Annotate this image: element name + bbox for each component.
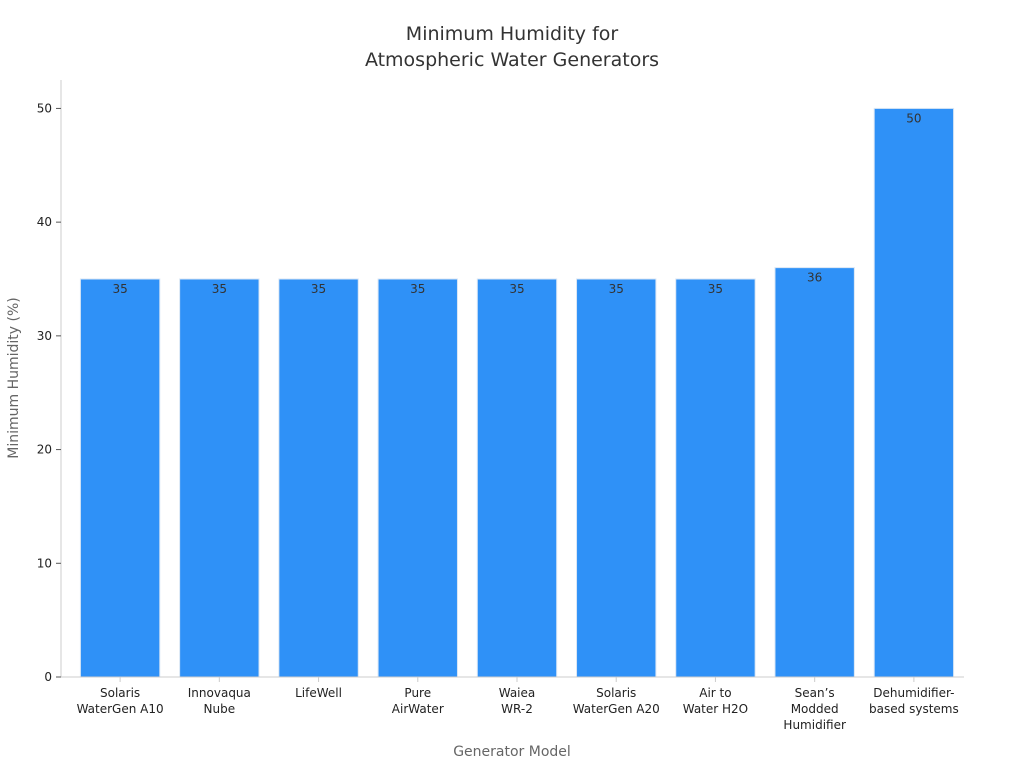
data-label: 35 bbox=[212, 282, 227, 296]
bar bbox=[278, 278, 359, 678]
data-label: 35 bbox=[311, 282, 326, 296]
y-axis-label: Minimum Humidity (%) bbox=[6, 297, 22, 459]
plot-area: 35 Solaris WaterGen A10 35 Innovaqua Nube 35 Li… bbox=[37, 80, 964, 732]
x-tick-label: LifeWell bbox=[295, 686, 342, 700]
bar bbox=[179, 278, 260, 678]
chart-title-line-2: Atmospheric Water Generators bbox=[365, 49, 659, 71]
y-tick-label: 20 bbox=[37, 443, 52, 457]
x-tick-label: Sean’s bbox=[795, 686, 835, 700]
x-tick-label: Waiea bbox=[499, 686, 536, 700]
x-tick-label: Humidifier bbox=[783, 718, 846, 732]
x-tick-label: Modded bbox=[791, 702, 839, 716]
bar bbox=[873, 107, 955, 678]
y-tick-label: 40 bbox=[37, 215, 52, 229]
bar bbox=[377, 278, 458, 678]
data-label: 36 bbox=[807, 271, 822, 285]
x-tick-label: Pure bbox=[404, 686, 431, 700]
x-tick-label: AirWater bbox=[392, 702, 444, 716]
y-tick-label: 10 bbox=[37, 556, 52, 570]
bar bbox=[774, 267, 855, 678]
x-tick-label: Solaris bbox=[596, 686, 636, 700]
x-tick-label: Dehumidifier- bbox=[873, 686, 954, 700]
data-label: 35 bbox=[509, 282, 524, 296]
data-label: 35 bbox=[708, 282, 723, 296]
chart-title-line-1: Minimum Humidity for bbox=[406, 23, 619, 45]
y-tick-label: 0 bbox=[44, 670, 52, 684]
x-tick-label: based systems bbox=[869, 702, 959, 716]
x-tick-label: Innovaqua bbox=[188, 686, 251, 700]
data-label: 35 bbox=[410, 282, 425, 296]
x-tick-label: WaterGen A20 bbox=[573, 702, 660, 716]
bar bbox=[576, 278, 657, 678]
x-axis-label: Generator Model bbox=[453, 744, 571, 760]
y-tick-label: 30 bbox=[37, 329, 52, 343]
x-tick-label: WR-2 bbox=[501, 702, 533, 716]
bar bbox=[476, 278, 558, 678]
x-tick-label: Nube bbox=[204, 702, 236, 716]
bar bbox=[79, 278, 161, 678]
y-tick-label: 50 bbox=[37, 101, 52, 115]
bar bbox=[675, 278, 756, 678]
x-tick-label: WaterGen A10 bbox=[77, 702, 164, 716]
x-tick-label: Water H2O bbox=[683, 702, 748, 716]
x-tick-label: Air to bbox=[699, 686, 731, 700]
x-tick-label: Solaris bbox=[100, 686, 140, 700]
data-label: 35 bbox=[609, 282, 624, 296]
data-label: 35 bbox=[112, 282, 127, 296]
data-label: 50 bbox=[906, 111, 921, 125]
